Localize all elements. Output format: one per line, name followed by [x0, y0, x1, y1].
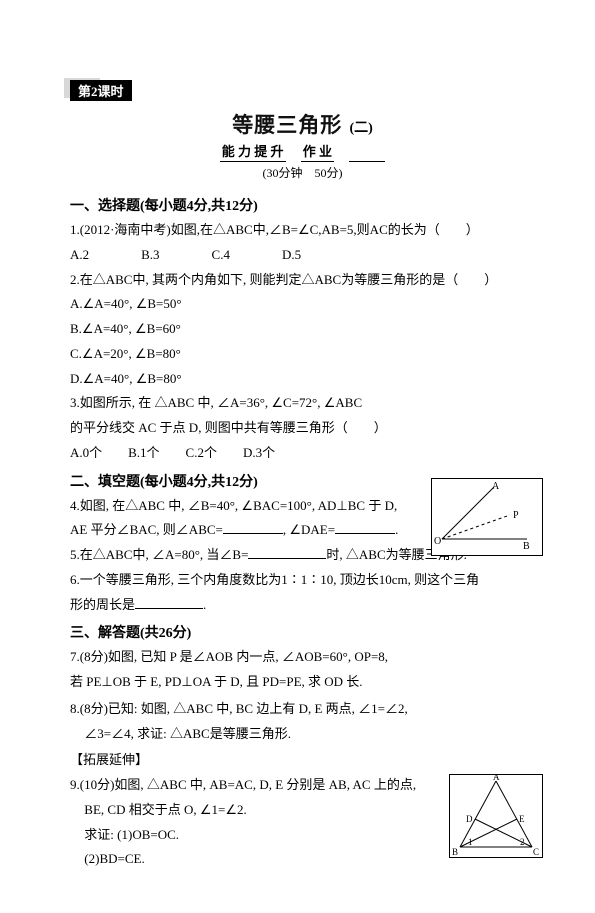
q4-l2b: , ∠DAE= [283, 522, 335, 537]
svg-text:A: A [493, 775, 500, 782]
q3-options: A.0个 B.1个 C.2个 D.3个 [70, 442, 395, 465]
q7-line1: 7.(8分)如图, 已知 P 是∠AOB 内一点, ∠AOB=60°, OP=8… [70, 646, 415, 669]
svg-text:C: C [533, 847, 539, 857]
q6-b: 形的周长是 [70, 597, 135, 612]
svg-text:E: E [519, 814, 525, 824]
svg-text:D: D [466, 814, 473, 824]
q3-stem-a: 3.如图所示, 在 △ABC 中, ∠A=36°, ∠C=72°, ∠ABC [70, 392, 395, 415]
section-badge: 第2课时 [70, 80, 535, 101]
q4-l2c: . [395, 522, 398, 537]
q9-line1: 9.(10分)如图, △ABC 中, AB=AC, D, E 分别是 AB, A… [70, 774, 425, 797]
q4-line2: AE 平分∠BAC, 则∠ABC= , ∠DAE=. [70, 519, 425, 542]
svg-text:B: B [523, 541, 530, 552]
time-score: (30分钟 50分) [70, 164, 535, 181]
bonus-label: 【拓展延伸】 [70, 749, 535, 772]
q8-b: ∠3=∠4, 求证: △ABC是等腰三角形. [84, 726, 291, 741]
main-title-row: 等腰三角形 (二) [70, 109, 535, 139]
q3-stem-b: 的平分线交 AC 于点 D, 则图中共有等腰三角形（ ） [70, 417, 395, 440]
heading-1: 一、选择题(每小题4分,共12分) [70, 195, 535, 215]
q9-line3: 求证: (1)OB=OC. [70, 824, 425, 847]
under-homework: 作 业 [301, 141, 334, 162]
q9-c: 求证: (1)OB=OC. [84, 827, 179, 842]
q2-opt-c: C.∠A=20°, ∠B=80° [70, 343, 535, 366]
main-title: 等腰三角形 [232, 113, 342, 137]
q9-line4: (2)BD=CE. [70, 848, 425, 871]
q5-a: 5.在△ABC中, ∠A=80°, 当∠B= [70, 547, 248, 562]
q1-stem: 1.(2012·海南中考)如图,在△ABC中,∠B=∠C,AB=5,则AC的长为… [70, 219, 535, 242]
svg-text:B: B [452, 847, 458, 857]
section-badge-text: 第2课时 [70, 80, 132, 101]
q4-line1: 4.如图, 在△ABC 中, ∠B=40°, ∠BAC=100°, AD⊥BC … [70, 495, 425, 518]
q9-b: BE, CD 相交于点 O, ∠1=∠2. [84, 802, 246, 817]
q6-line2: 形的周长是. [70, 594, 535, 617]
q2-opt-b: B.∠A=40°, ∠B=60° [70, 318, 535, 341]
q1-options: A.2 B.3 C.4 D.5 [70, 244, 535, 267]
svg-text:2: 2 [520, 837, 525, 847]
q5-blank [248, 546, 326, 559]
q8-line2: ∠3=∠4, 求证: △ABC是等腰三角形. [70, 723, 535, 746]
figure-q7: O A B P [431, 478, 543, 556]
q4-blank2 [335, 521, 395, 534]
under-ability: 能 力 提 升 [220, 141, 286, 162]
svg-text:A: A [492, 481, 500, 492]
svg-text:O: O [434, 536, 441, 547]
q2-opt-d: D.∠A=40°, ∠B=80° [70, 368, 535, 391]
heading-3: 三、解答题(共26分) [70, 622, 535, 642]
q6-line1: 6.一个等腰三角形, 三个内角度数比为1∶1∶10, 顶边长10cm, 则这个三… [70, 569, 535, 592]
under-title-row: 能 力 提 升 作 业 [70, 141, 535, 162]
q2-stem: 2.在△ABC中, 其两个内角如下, 则能判定△ABC为等腰三角形的是（ ） [70, 269, 535, 292]
q2-opt-a: A.∠A=40°, ∠B=50° [70, 293, 535, 316]
svg-text:P: P [513, 510, 519, 521]
sub-title: (二) [349, 121, 372, 136]
q8-line1: 8.(8分)已知: 如图, △ABC 中, BC 边上有 D, E 两点, ∠1… [70, 698, 535, 721]
figure-q9: A B C D E 1 2 [449, 774, 543, 858]
svg-text:1: 1 [468, 837, 473, 847]
q7-line2: 若 PE⊥OB 于 E, PD⊥OA 于 D, 且 PD=PE, 求 OD 长. [70, 671, 415, 694]
q9-d: (2)BD=CE. [84, 851, 144, 866]
q4-blank1 [223, 521, 283, 534]
q6-c: . [203, 597, 206, 612]
q4-l2a: AE 平分∠BAC, 则∠ABC= [70, 522, 223, 537]
under-blank-line [349, 148, 385, 162]
q9-line2: BE, CD 相交于点 O, ∠1=∠2. [70, 799, 425, 822]
q6-blank [135, 595, 203, 608]
